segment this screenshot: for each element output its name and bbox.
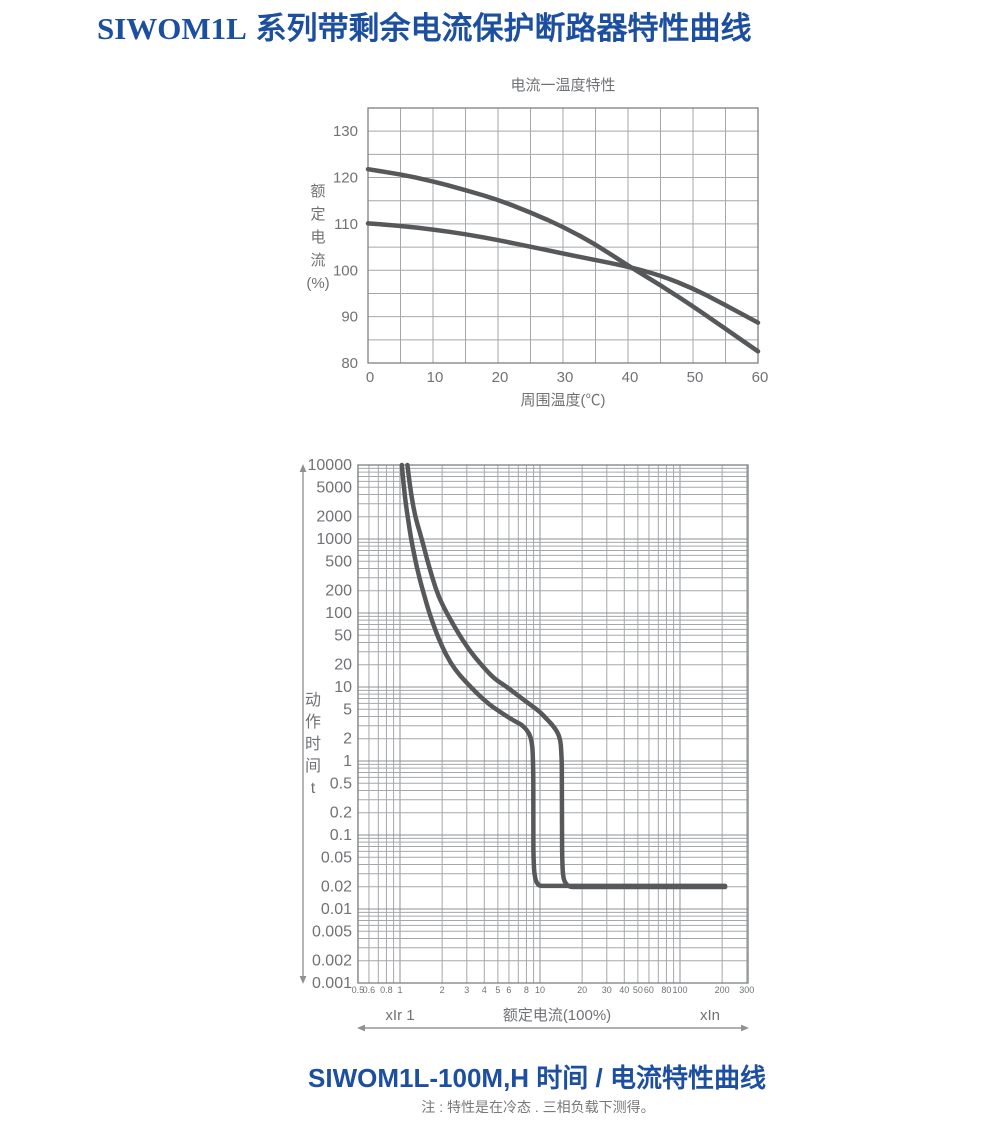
- y-tick-label: 200: [325, 583, 352, 600]
- x-tick-label: 8: [524, 985, 529, 995]
- y-tick-label: 0.002: [312, 953, 352, 970]
- x-tick-label: 0.5: [352, 985, 365, 995]
- curve-H: [405, 462, 728, 890]
- chart2-y-axis-arrow: [299, 464, 307, 984]
- x-tick-label: 100: [672, 985, 687, 995]
- y-tick-label: 1: [343, 753, 352, 770]
- y-axis-label-char: 作: [305, 713, 321, 731]
- y-tick-label: 110: [334, 216, 358, 233]
- chart1-title: 电流一温度特性: [510, 77, 615, 94]
- x-tick-label: 20: [492, 369, 509, 386]
- page-title-text: 系列带剩余电流保护断路器特性曲线: [246, 11, 752, 46]
- x-tick-label: 10: [535, 985, 545, 995]
- x-tick-label: 4: [482, 985, 487, 995]
- x-tick-label: 40: [619, 985, 629, 995]
- y-tick-label: 2: [343, 731, 352, 748]
- arrow-up-icon: [299, 464, 307, 472]
- chart2-y-tick-labels: 10000 5000 2000 1000 500 200 100 50 20 10 5 2 1 0.5 0.…: [308, 457, 353, 992]
- arrow-right-icon: [741, 1024, 749, 1032]
- low-start-curve: [365, 221, 761, 325]
- y-axis-label-char: 时: [305, 735, 321, 753]
- chart1-border: [367, 107, 759, 364]
- y-axis-label-char: (%): [306, 275, 329, 292]
- x-axis-left-label: xIr 1: [385, 1007, 414, 1024]
- y-tick-label: 0.001: [312, 975, 352, 992]
- time-current-chart: 100005000200010005002001005020105210.50.…: [299, 457, 755, 1032]
- x-tick-label: 0.6: [363, 985, 376, 995]
- arrow-left-icon: [357, 1024, 365, 1032]
- x-tick-label: 50: [633, 985, 643, 995]
- y-axis-label-char: 额: [310, 183, 325, 200]
- x-tick-label: 2: [440, 985, 445, 995]
- chart1-grid: [367, 107, 759, 364]
- y-tick-label: 5: [343, 701, 352, 718]
- y-tick-label: 100: [325, 605, 352, 622]
- x-tick-label: 40: [622, 369, 639, 386]
- y-tick-label: 0.02: [321, 879, 352, 896]
- y-tick-label: 5000: [316, 479, 352, 496]
- y-tick-label: 0.2: [330, 805, 352, 822]
- x-tick-label: 5: [495, 985, 500, 995]
- y-tick-label: 500: [325, 553, 352, 570]
- x-tick-label: 30: [557, 369, 574, 386]
- x-tick-label: 60: [644, 985, 654, 995]
- curve-M: [399, 462, 728, 889]
- y-tick-label: 100: [333, 262, 358, 279]
- y-axis-label-char: 动: [305, 691, 321, 709]
- y-axis-label-char: 定: [310, 206, 325, 223]
- x-tick-label: 50: [687, 369, 704, 386]
- chart1-y-tick-labels: 80 90 100 110 120 130: [333, 123, 358, 372]
- y-axis-label-char: 流: [310, 252, 325, 269]
- y-tick-label: 0.01: [321, 901, 352, 918]
- y-tick-label: 0.5: [330, 775, 352, 792]
- y-axis-label-char: 电: [310, 229, 325, 246]
- x-tick-label: 30: [602, 985, 612, 995]
- y-tick-label: 120: [333, 170, 358, 187]
- page-title: SIWOM1L 系列带剩余电流保护断路器特性曲线: [97, 10, 751, 47]
- x-tick-label: 60: [752, 369, 769, 386]
- y-tick-label: 0.005: [312, 923, 352, 940]
- y-tick-label: 0.05: [321, 849, 352, 866]
- chart2-x-axis-arrow: [357, 1024, 749, 1032]
- y-axis-label-char: t: [311, 780, 316, 797]
- y-tick-label: 80: [341, 355, 358, 372]
- y-tick-label: 10: [334, 679, 352, 696]
- page-title-model: SIWOM1L: [97, 11, 247, 46]
- x-tick-label: 1: [397, 985, 402, 995]
- x-axis-right-label: xIn: [700, 1007, 720, 1024]
- y-tick-label: 90: [341, 309, 358, 326]
- x-tick-label: 200: [715, 985, 730, 995]
- chart2-border: [357, 464, 749, 984]
- bottom-title: SIWOM1L-100M,H 时间 / 电流特性曲线: [308, 1063, 766, 1093]
- x-tick-label: 6: [506, 985, 511, 995]
- y-tick-label: 0.1: [330, 827, 352, 844]
- y-tick-label: 20: [334, 657, 352, 674]
- high-start-curve: [365, 166, 761, 354]
- arrow-down-icon: [299, 976, 307, 984]
- x-tick-label: 3: [464, 985, 469, 995]
- chart1-x-tick-labels: 0 10 20 30 40 50 60: [366, 369, 769, 386]
- current-temperature-chart: 电流一温度特性 80 90 100 110 120 130 0 10 20 30 40 50 60 周围温度…: [306, 77, 769, 409]
- y-axis-label-char: 间: [305, 757, 321, 775]
- y-tick-label: 10000: [308, 457, 353, 474]
- y-tick-label: 2000: [316, 509, 352, 526]
- y-tick-label: 130: [333, 123, 358, 140]
- x-tick-label: 80: [661, 985, 671, 995]
- chart2-x-tick-labels: 0.50.6 0.8 1 2 3 4 5 6 8 10 20 30 40 50 60 80 100 200 300: [352, 985, 755, 995]
- note-text: 注 : 特性是在冷态 . 三相负载下测得。: [421, 1099, 655, 1115]
- y-tick-label: 1000: [316, 531, 352, 548]
- x-tick-label: 300: [739, 985, 754, 995]
- x-tick-label: 0.8: [380, 985, 393, 995]
- chart1-x-axis-label: 周围温度(℃): [521, 392, 606, 409]
- x-tick-label: 20: [577, 985, 587, 995]
- chart2-x-axis-label: 额定电流(100%): [503, 1007, 611, 1024]
- x-tick-label: 0: [366, 369, 374, 386]
- chart1-y-axis-label: 额定电流 (%): [306, 183, 329, 292]
- x-tick-label: 10: [427, 369, 444, 386]
- y-tick-label: 50: [334, 627, 352, 644]
